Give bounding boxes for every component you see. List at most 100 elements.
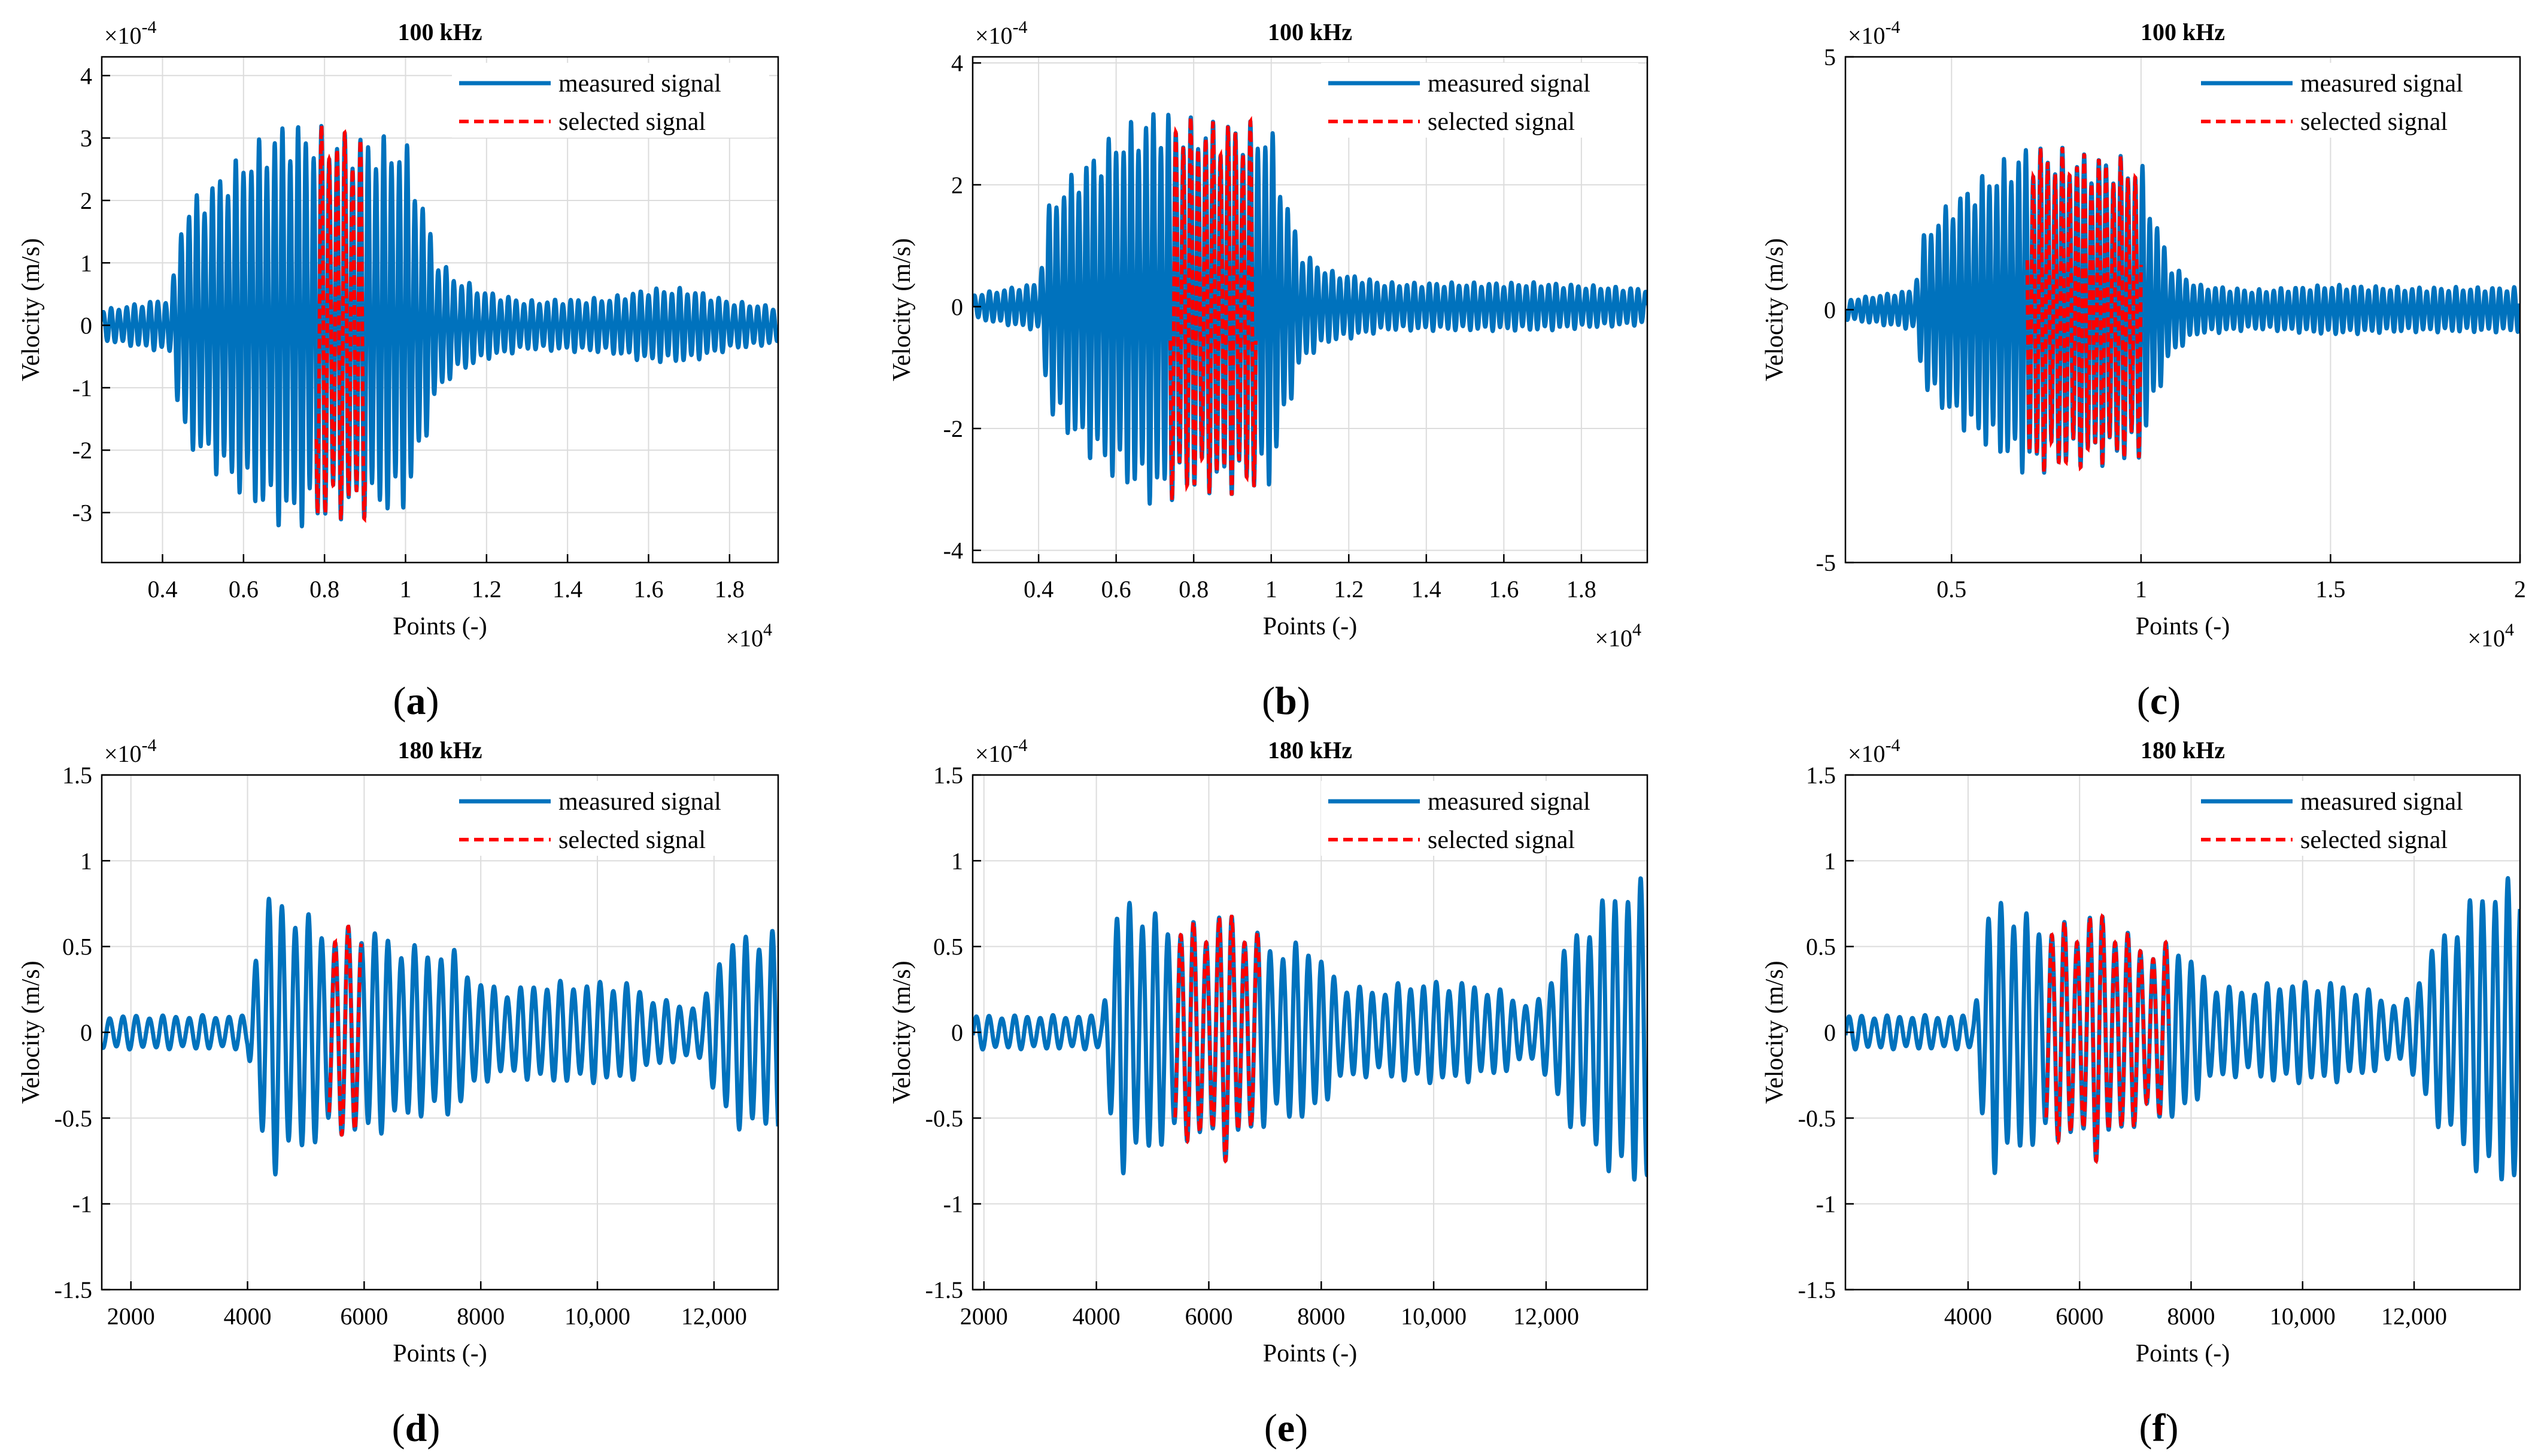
panel-label: (d) <box>392 1406 441 1450</box>
x-tick-label: 0.6 <box>229 576 259 603</box>
chart-title: 100 kHz <box>397 19 482 45</box>
x-tick-label: 1.2 <box>472 576 502 603</box>
legend-box <box>2194 781 2511 856</box>
series-measured-signal <box>973 112 1647 506</box>
y-tick-label: 0.5 <box>62 934 92 960</box>
x-tick-label: 10,000 <box>2270 1303 2336 1330</box>
legend-selected-label: selected signal <box>1428 826 1575 854</box>
legend-measured-label: measured signal <box>558 70 721 98</box>
series-selected-signal <box>2025 147 2143 473</box>
y-tick-label: -0.5 <box>1798 1105 1836 1132</box>
panel-label: (f) <box>2139 1406 2179 1450</box>
x-tick-label: 2000 <box>960 1303 1008 1330</box>
chart-f: 4000 6000 8000 10,000 12,000 -1.5 -1 -0.5 0 0.5 1 1… <box>1761 735 2521 1450</box>
series-measured-signal <box>1845 145 2520 475</box>
y-axis-label: Velocity (m/s) <box>17 238 45 381</box>
chart-b: 0.4 0.6 0.8 1 1.2 1.4 1.6 1.8 -4 -2 0 2 4 ×10-4 ×104 10… <box>888 17 1648 723</box>
x-tick-label: 0.8 <box>1179 576 1209 603</box>
y-tick-label: 2 <box>951 172 963 199</box>
x-tick-label: 0.4 <box>1024 576 1054 603</box>
x-tick-label: 12,000 <box>681 1303 747 1330</box>
x-tick-label: 8000 <box>1297 1303 1345 1330</box>
series-selected-signal <box>327 925 363 1137</box>
y-exponent: ×10-4 <box>975 735 1028 767</box>
y-tick-label: -1 <box>1816 1191 1836 1218</box>
legend-selected-label: selected signal <box>558 826 706 854</box>
x-tick-label: 6000 <box>1185 1303 1232 1330</box>
legend-box <box>1321 781 1638 856</box>
y-tick-label: -1.5 <box>1798 1276 1836 1303</box>
x-tick-label: 0.5 <box>1936 576 1966 603</box>
x-tick-label: 6000 <box>340 1303 388 1330</box>
series-measured-signal <box>102 896 778 1177</box>
x-tick-label: 0.8 <box>309 576 339 603</box>
y-tick-label: -1 <box>72 1191 92 1218</box>
y-tick-label: 0 <box>80 312 92 339</box>
y-axis-label: Velocity (m/s) <box>1761 238 1789 381</box>
legend-measured-label: measured signal <box>1428 70 1590 98</box>
x-tick-label: 4000 <box>224 1303 272 1330</box>
y-tick-label: -3 <box>72 500 92 527</box>
x-tick-label: 4000 <box>1073 1303 1121 1330</box>
legend-selected-label: selected signal <box>558 108 706 136</box>
y-tick-label: 1.5 <box>1806 762 1836 789</box>
x-tick-label: 2000 <box>107 1303 155 1330</box>
y-tick-label: 5 <box>1824 44 1836 71</box>
series-selected-signal <box>2044 913 2171 1165</box>
series-selected-signal <box>1168 115 1258 501</box>
y-tick-label: 0 <box>1824 297 1836 324</box>
y-tick-label: -2 <box>72 437 92 464</box>
legend-measured-label: measured signal <box>2300 70 2463 98</box>
y-tick-label: 3 <box>80 125 92 152</box>
x-tick-label: 12,000 <box>2381 1303 2447 1330</box>
y-tick-label: 4 <box>951 50 963 77</box>
legend-box <box>2194 63 2511 138</box>
panel-label: (e) <box>1264 1406 1308 1450</box>
y-tick-label: 1 <box>1824 847 1836 874</box>
legend-selected-label: selected signal <box>2300 826 2448 854</box>
chart-a: 0.4 0.6 0.8 1 1.2 1.4 1.6 1.8 -3 -2 -1 0 1 2 3 4 ×10-4 ×1… <box>17 17 779 723</box>
x-exponent: ×104 <box>2467 620 2514 652</box>
x-axis-label: Points (-) <box>393 1340 487 1367</box>
x-tick-label: 10,000 <box>1401 1303 1467 1330</box>
x-tick-label: 1.8 <box>1566 576 1596 603</box>
y-tick-label: 1 <box>80 250 92 276</box>
y-tick-label: -1.5 <box>54 1276 92 1303</box>
legend-box <box>1321 63 1638 138</box>
legend-selected-label: selected signal <box>2300 108 2448 136</box>
x-tick-label: 1 <box>2135 576 2147 603</box>
x-tick-label: 8000 <box>2167 1303 2215 1330</box>
x-axis-label: Points (-) <box>2136 1340 2230 1367</box>
x-exponent: ×104 <box>725 620 772 652</box>
y-tick-label: 1.5 <box>62 762 92 789</box>
y-tick-label: 0.5 <box>933 934 963 960</box>
y-tick-label: 1 <box>80 847 92 874</box>
y-tick-label: -1.5 <box>925 1276 963 1303</box>
chart-title: 100 kHz <box>1268 19 1352 45</box>
legend-box <box>452 781 769 856</box>
chart-c: 0.5 1 1.5 2 -5 0 5 ×10-4 ×104 100 kHz Points (-) Ve… <box>1761 17 2526 723</box>
legend-selected-label: selected signal <box>1428 108 1575 136</box>
y-exponent: ×10-4 <box>975 17 1028 49</box>
chart-e: 2000 4000 6000 8000 10,000 12,000 -1.5 -1 -0.5 0 0… <box>888 735 1648 1450</box>
x-tick-label: 12,000 <box>1513 1303 1579 1330</box>
y-tick-label: -4 <box>943 537 963 564</box>
legend-measured-label: measured signal <box>1428 788 1590 816</box>
x-tick-label: 8000 <box>457 1303 505 1330</box>
y-tick-label: 1 <box>951 847 963 874</box>
y-tick-label: -1 <box>72 375 92 402</box>
y-tick-label: 0 <box>951 1019 963 1046</box>
chart-title: 180 kHz <box>2141 737 2225 764</box>
y-axis-label: Velocity (m/s) <box>888 960 916 1104</box>
series-measured-signal <box>102 124 778 528</box>
y-tick-label: 2 <box>80 187 92 214</box>
series-measured-signal <box>973 876 1647 1182</box>
x-tick-label: 2 <box>2514 576 2526 603</box>
legend-box <box>452 63 769 138</box>
x-tick-label: 1.6 <box>633 576 663 603</box>
y-axis-label: Velocity (m/s) <box>17 960 45 1104</box>
x-tick-label: 1 <box>1265 576 1277 603</box>
y-tick-label: 1.5 <box>933 762 963 789</box>
axes-frame <box>971 56 1648 564</box>
